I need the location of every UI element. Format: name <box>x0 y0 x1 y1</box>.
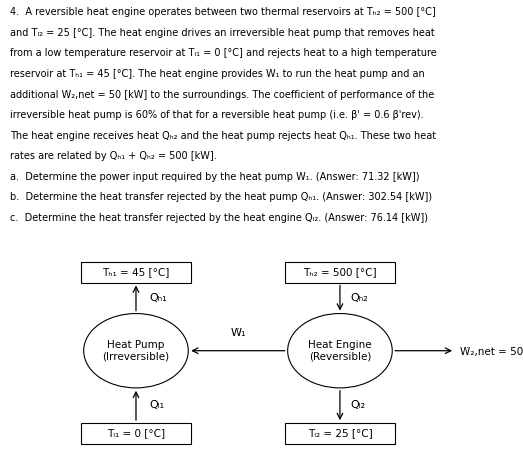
Text: reservoir at Tₕ₁ = 45 [°C]. The heat engine provides W₁ to run the heat pump and: reservoir at Tₕ₁ = 45 [°C]. The heat eng… <box>10 69 425 79</box>
Text: a.  Determine the power input required by the heat pump W₁. (Answer: 71.32 [kW]): a. Determine the power input required by… <box>10 172 420 182</box>
Text: Tₕ₂ = 500 [°C]: Tₕ₂ = 500 [°C] <box>303 267 377 277</box>
Text: Ẇ₁: Ẇ₁ <box>230 328 246 338</box>
Text: The heat engine receives heat Qₕ₂ and the heat pump rejects heat Qₕ₁. These two : The heat engine receives heat Qₕ₂ and th… <box>10 131 437 141</box>
FancyBboxPatch shape <box>285 262 395 282</box>
Text: additional W₂,net = 50 [kW] to the surroundings. The coefficient of performance : additional W₂,net = 50 [kW] to the surro… <box>10 89 435 99</box>
Text: and Tₗ₂ = 25 [°C]. The heat engine drives an irreversible heat pump that removes: and Tₗ₂ = 25 [°C]. The heat engine drive… <box>10 28 435 38</box>
Text: Tₕ₁ = 45 [°C]: Tₕ₁ = 45 [°C] <box>103 267 169 277</box>
Text: Tₗ₂ = 25 [°C]: Tₗ₂ = 25 [°C] <box>308 428 372 439</box>
Text: from a low temperature reservoir at Tₗ₁ = 0 [°C] and rejects heat to a high temp: from a low temperature reservoir at Tₗ₁ … <box>10 49 437 59</box>
Ellipse shape <box>288 314 392 388</box>
Text: Q̇ₗ₂: Q̇ₗ₂ <box>350 400 366 410</box>
FancyBboxPatch shape <box>81 423 191 444</box>
FancyBboxPatch shape <box>285 423 395 444</box>
Text: Q̇ₕ₂: Q̇ₕ₂ <box>350 293 368 303</box>
Text: rates are related by Qₕ₁ + Qₕ₂ = 500 [kW].: rates are related by Qₕ₁ + Qₕ₂ = 500 [kW… <box>10 151 217 161</box>
Text: Ẇ₂,net = 50 [kW]: Ẇ₂,net = 50 [kW] <box>460 345 523 356</box>
Text: Heat Engine
(Reversible): Heat Engine (Reversible) <box>308 340 372 361</box>
Text: c.  Determine the heat transfer rejected by the heat engine Qₗ₂. (Answer: 76.14 : c. Determine the heat transfer rejected … <box>10 213 428 223</box>
Ellipse shape <box>84 314 188 388</box>
Text: b.  Determine the heat transfer rejected by the heat pump Qₕ₁. (Answer: 302.54 [: b. Determine the heat transfer rejected … <box>10 192 433 202</box>
Text: Heat Pump
(Irreversible): Heat Pump (Irreversible) <box>103 340 169 361</box>
Text: Q̇ₗ₁: Q̇ₗ₁ <box>149 400 164 410</box>
Text: Tₗ₁ = 0 [°C]: Tₗ₁ = 0 [°C] <box>107 428 165 439</box>
Text: irreversible heat pump is 60% of that for a reversible heat pump (i.e. β' = 0.6 : irreversible heat pump is 60% of that fo… <box>10 110 424 120</box>
Text: Q̇ₕ₁: Q̇ₕ₁ <box>149 293 167 303</box>
Text: 4.  A reversible heat engine operates between two thermal reservoirs at Tₕ₂ = 50: 4. A reversible heat engine operates bet… <box>10 7 436 17</box>
FancyBboxPatch shape <box>81 262 191 282</box>
